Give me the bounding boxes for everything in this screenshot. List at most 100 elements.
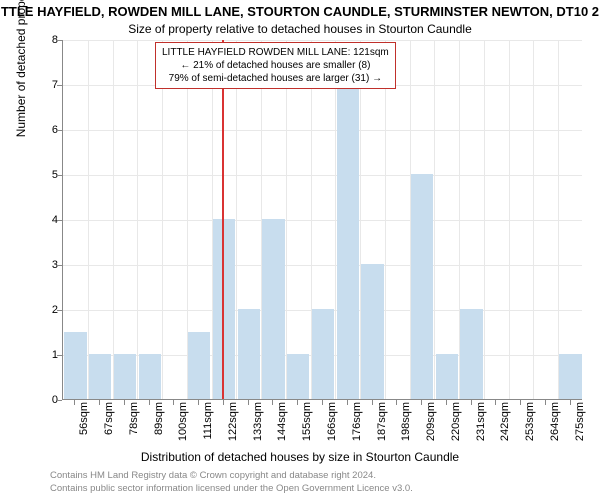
x-axis-label: Distribution of detached houses by size … (0, 450, 600, 464)
y-tick-label: 3 (38, 259, 58, 271)
x-tick-label: 111sqm (202, 402, 214, 446)
footer-copyright-1: Contains HM Land Registry data © Crown c… (50, 470, 376, 481)
gridline-h (63, 220, 582, 221)
x-tick-label: 155sqm (301, 402, 313, 446)
gridline-h (63, 130, 582, 131)
y-tick-mark (57, 400, 62, 401)
x-tick-mark (471, 400, 472, 405)
bar (64, 332, 86, 400)
bar (213, 219, 235, 399)
chart-plot-area (62, 40, 582, 400)
x-tick-mark (372, 400, 373, 405)
x-tick-label: 89sqm (153, 402, 165, 446)
x-tick-label: 253sqm (524, 402, 536, 446)
x-tick-label: 122sqm (227, 402, 239, 446)
x-tick-mark (495, 400, 496, 405)
gridline-v (88, 40, 89, 399)
bar (312, 309, 334, 399)
x-tick-label: 176sqm (351, 402, 363, 446)
bar (559, 354, 581, 399)
annotation-line3: 79% of semi-detached houses are larger (… (162, 72, 389, 85)
bar (238, 309, 260, 399)
x-tick-label: 166sqm (326, 402, 338, 446)
gridline-v (533, 40, 534, 399)
y-tick-label: 2 (38, 304, 58, 316)
y-tick-label: 5 (38, 169, 58, 181)
bar (89, 354, 111, 399)
bar (337, 84, 359, 399)
x-tick-mark (272, 400, 273, 405)
annotation-callout: LITTLE HAYFIELD ROWDEN MILL LANE: 121sqm… (155, 42, 396, 89)
x-tick-mark (347, 400, 348, 405)
y-tick-mark (57, 130, 62, 131)
x-tick-mark (396, 400, 397, 405)
x-tick-mark (198, 400, 199, 405)
x-tick-mark (124, 400, 125, 405)
x-tick-label: 220sqm (450, 402, 462, 446)
x-tick-label: 198sqm (400, 402, 412, 446)
x-tick-mark (223, 400, 224, 405)
y-tick-mark (57, 220, 62, 221)
x-tick-label: 275sqm (574, 402, 586, 446)
x-tick-mark (570, 400, 571, 405)
x-tick-mark (545, 400, 546, 405)
x-tick-mark (421, 400, 422, 405)
gridline-v (509, 40, 510, 399)
bar (114, 354, 136, 399)
gridline-h (63, 40, 582, 41)
y-tick-mark (57, 265, 62, 266)
x-tick-mark (149, 400, 150, 405)
gridline-v (484, 40, 485, 399)
annotation-line1: LITTLE HAYFIELD ROWDEN MILL LANE: 121sqm (162, 46, 389, 59)
bar (460, 309, 482, 399)
bar (411, 174, 433, 399)
footer-copyright-2: Contains public sector information licen… (50, 483, 413, 494)
bar (139, 354, 161, 399)
y-tick-mark (57, 40, 62, 41)
x-tick-mark (248, 400, 249, 405)
gridline-v (434, 40, 435, 399)
gridline-h (63, 265, 582, 266)
gridline-v (113, 40, 114, 399)
y-tick-mark (57, 175, 62, 176)
y-tick-label: 7 (38, 79, 58, 91)
sub-title: Size of property relative to detached ho… (0, 22, 600, 36)
highlight-line (222, 40, 224, 399)
x-tick-mark (446, 400, 447, 405)
y-axis-label: Number of detached properties (14, 0, 28, 137)
bar (188, 332, 210, 400)
annotation-line2: ← 21% of detached houses are smaller (8) (162, 59, 389, 72)
x-tick-mark (297, 400, 298, 405)
gridline-v (137, 40, 138, 399)
x-tick-mark (74, 400, 75, 405)
x-tick-label: 100sqm (177, 402, 189, 446)
y-tick-mark (57, 310, 62, 311)
x-tick-label: 231sqm (475, 402, 487, 446)
x-tick-label: 187sqm (376, 402, 388, 446)
x-tick-mark (322, 400, 323, 405)
x-tick-label: 144sqm (276, 402, 288, 446)
gridline-v (162, 40, 163, 399)
x-tick-mark (99, 400, 100, 405)
y-tick-mark (57, 355, 62, 356)
gridline-v (385, 40, 386, 399)
y-tick-label: 0 (38, 394, 58, 406)
gridline-v (558, 40, 559, 399)
x-tick-label: 133sqm (252, 402, 264, 446)
x-tick-label: 67sqm (103, 402, 115, 446)
x-tick-mark (173, 400, 174, 405)
y-tick-label: 4 (38, 214, 58, 226)
x-tick-label: 209sqm (425, 402, 437, 446)
gridline-h (63, 175, 582, 176)
x-tick-label: 56sqm (78, 402, 90, 446)
main-title: TTLE HAYFIELD, ROWDEN MILL LANE, STOURTO… (0, 4, 600, 19)
y-tick-label: 6 (38, 124, 58, 136)
x-tick-mark (520, 400, 521, 405)
x-tick-label: 242sqm (499, 402, 511, 446)
y-tick-label: 1 (38, 349, 58, 361)
bar (262, 219, 284, 399)
y-tick-label: 8 (38, 34, 58, 46)
gridline-v (286, 40, 287, 399)
bar (361, 264, 383, 399)
x-tick-label: 264sqm (549, 402, 561, 446)
